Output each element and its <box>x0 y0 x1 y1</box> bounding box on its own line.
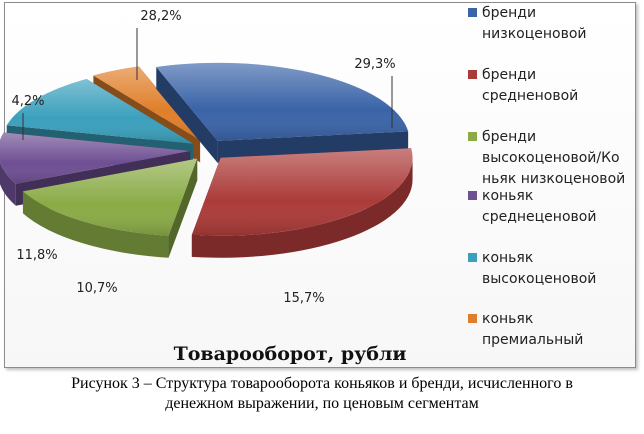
caption-line-2: денежном выражении, по ценовым сегментам <box>165 395 479 412</box>
pie-slice-1 <box>156 62 409 163</box>
legend-label: бренди <box>482 5 536 21</box>
figure-caption: Рисунок 3 – Структура товарооборота конь… <box>0 374 644 414</box>
data-label-1: 28,2% <box>140 9 181 24</box>
legend-label: высокоценовой <box>482 271 596 287</box>
legend-label: высокоценовой/Ко <box>482 150 620 166</box>
pie-slice-2 <box>191 148 413 258</box>
legend-swatch-4 <box>468 191 477 200</box>
data-label-3: 15,7% <box>283 291 324 306</box>
pie-slice-3 <box>22 158 198 258</box>
legend-swatch-3 <box>468 132 477 141</box>
legend-swatch-1 <box>468 8 477 17</box>
legend-item-6: коньяк премиальный <box>468 311 583 348</box>
legend-label: бренди <box>482 67 536 83</box>
legend-label: средненовой <box>482 88 578 104</box>
legend-label: бренди <box>482 129 536 145</box>
legend: брендинизкоценовойбрендисредненовойбренд… <box>468 5 625 348</box>
legend-item-5: коньяк высокоценовой <box>468 250 596 287</box>
data-label-5: 11,8% <box>16 248 57 263</box>
caption-line-1: Рисунок 3 – Структура товарооборота конь… <box>71 375 573 392</box>
legend-label: коньяк <box>482 250 533 266</box>
legend-label: среднеценовой <box>482 209 596 225</box>
pie-chart: 28,2% 29,3% 15,7% 10,7% 11,8% 4,2% Товарообор… <box>0 5 625 365</box>
legend-swatch-2 <box>468 70 477 79</box>
legend-label: ньяк низкоценовой <box>482 171 625 187</box>
legend-label: премиальный <box>482 332 583 348</box>
data-label-6: 4,2% <box>11 94 44 109</box>
legend-label: коньяк <box>482 311 533 327</box>
legend-swatch-5 <box>468 253 477 262</box>
legend-swatch-6 <box>468 314 477 323</box>
data-label-4: 10,7% <box>76 281 117 296</box>
legend-label: коньяк <box>482 188 533 204</box>
legend-item-3: бренди высокоценовой/Ко ньяк низкоценовой <box>468 129 625 187</box>
chart-title: Товарооборот, рубли <box>174 343 407 365</box>
legend-item-2: бренди средненовой <box>468 67 578 104</box>
legend-item-4: коньяк среднеценовой <box>468 188 596 225</box>
data-label-2: 29,3% <box>354 57 395 72</box>
legend-item-1: бренди низкоценовой <box>468 5 587 42</box>
legend-label: низкоценовой <box>482 26 587 42</box>
